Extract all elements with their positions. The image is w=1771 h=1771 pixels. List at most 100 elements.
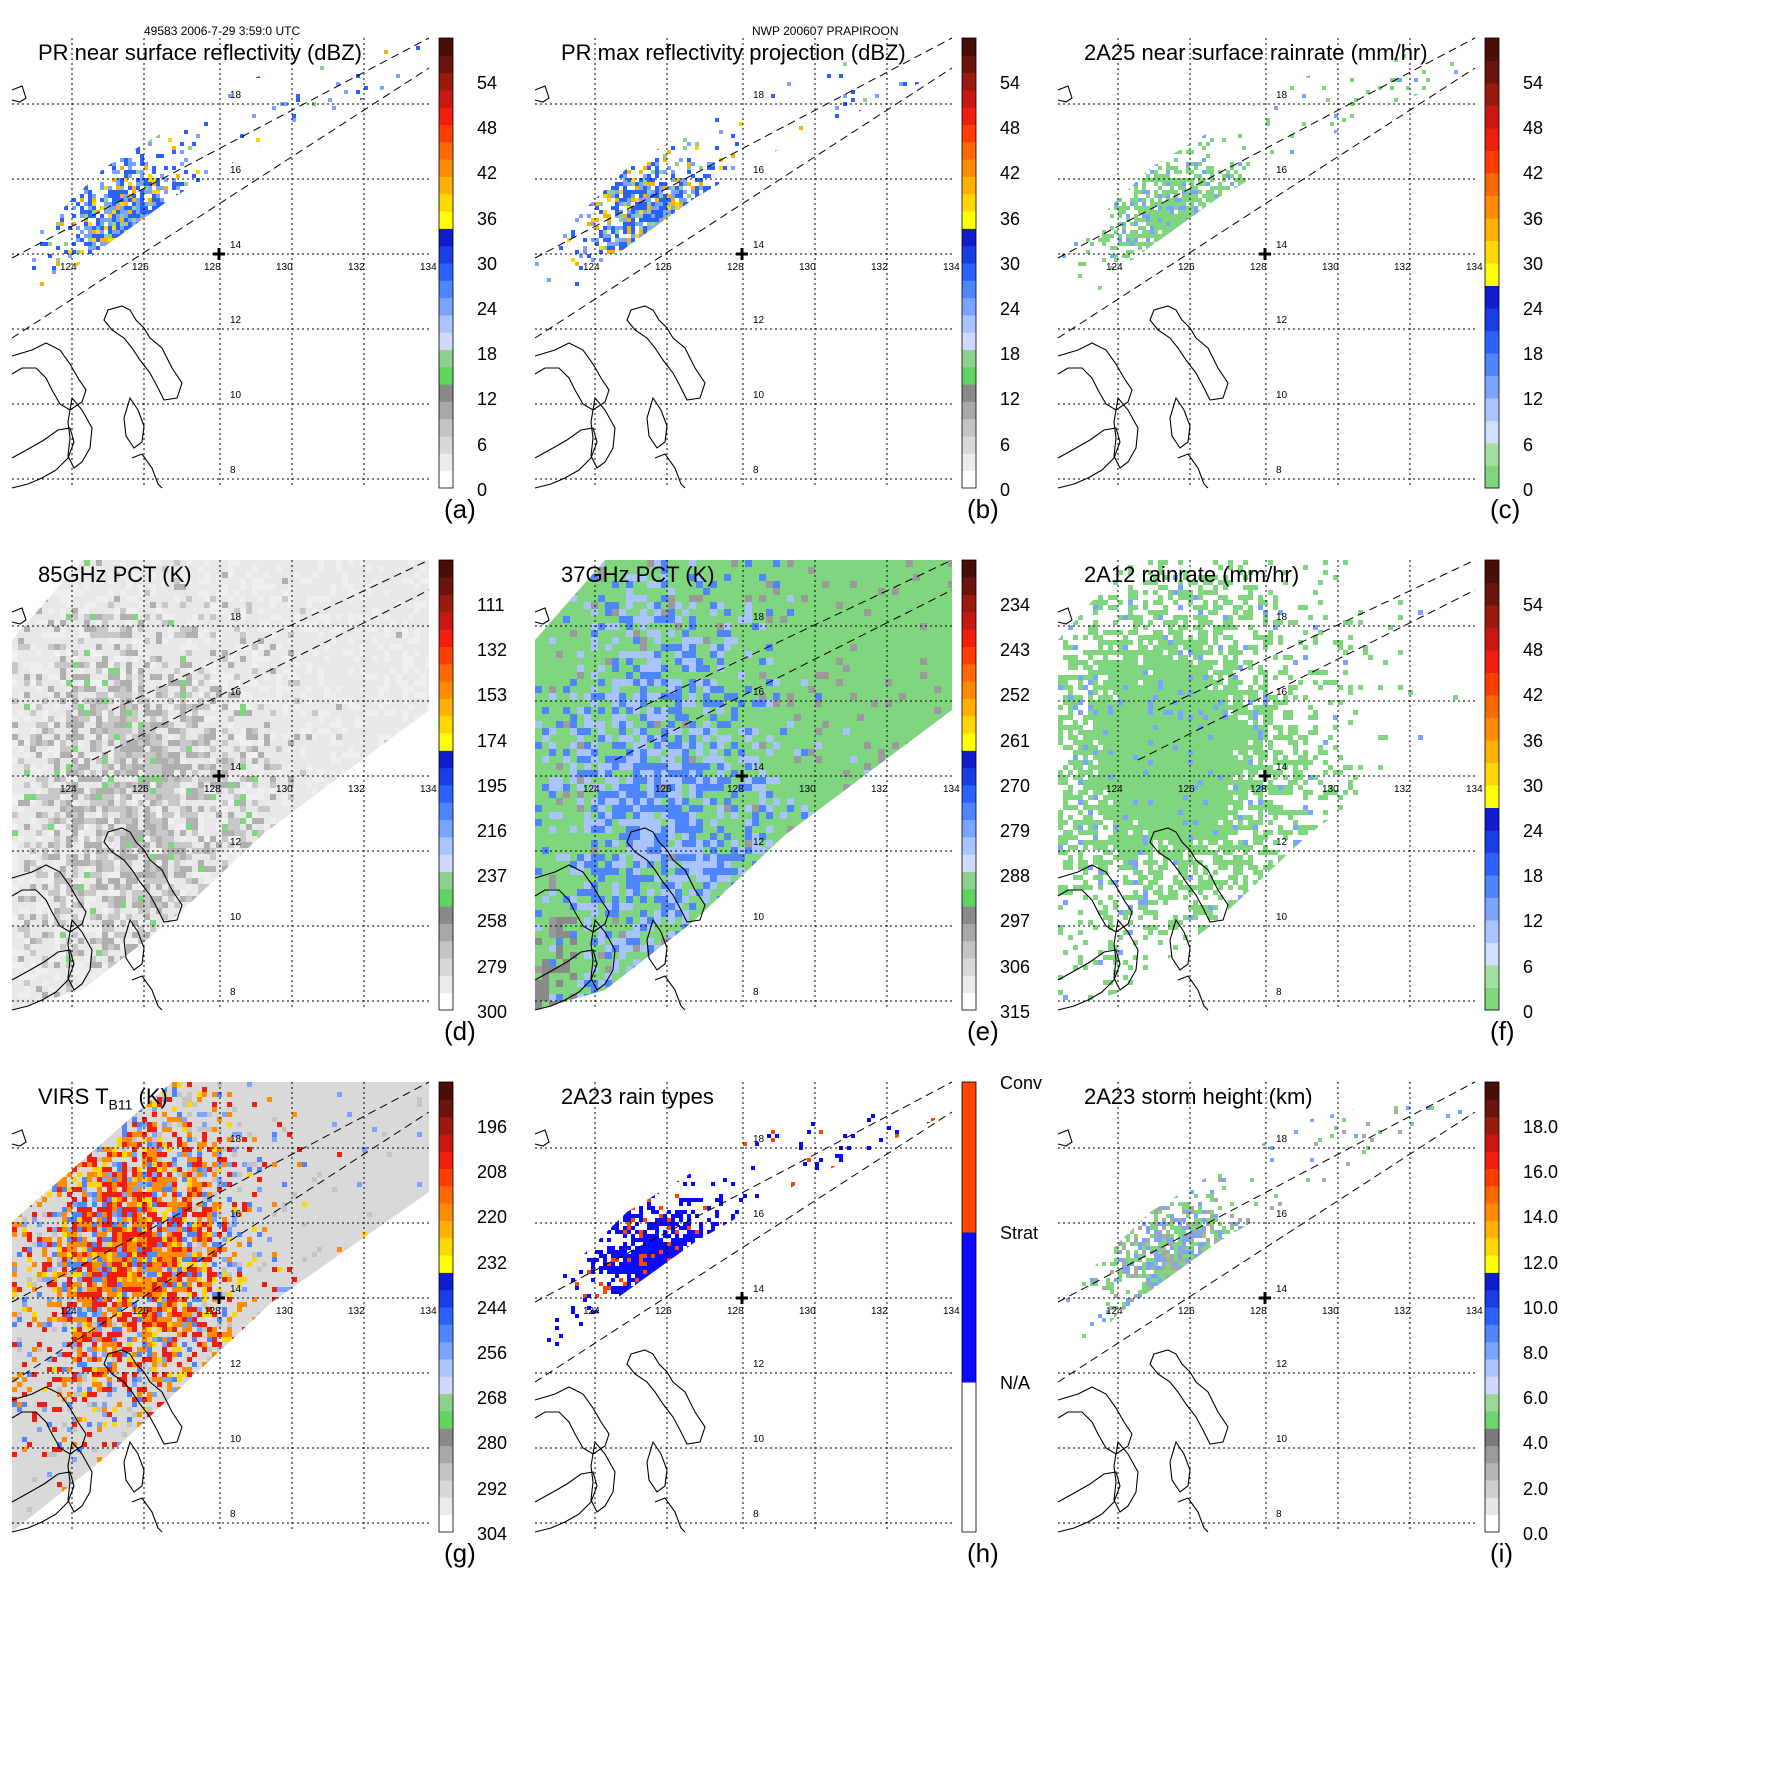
latitude-label: 8 [230,1509,236,1520]
colorbar-tick-label: 36 [477,208,498,229]
coastline [131,453,163,489]
colorbar-tick-label: 24 [1000,299,1021,319]
coastline [654,453,686,489]
longitude-label: 128 [1250,262,1267,273]
coastline [1169,1440,1191,1493]
coastline [590,918,616,991]
panel-letter: (c) [1490,494,1521,524]
coastline [131,975,163,1011]
longitude-label: 134 [1466,1306,1483,1317]
title-text: 85GHz PCT (K) [38,562,192,587]
colorbar-tick-label: 6 [1523,434,1534,455]
coastline [131,1497,163,1533]
orbit-timestamp: 49583 2006-7-29 3:59:0 UTC [144,24,301,38]
longitude-label: 130 [1322,262,1339,273]
coastline [654,975,686,1011]
colorbar-tick-label: 42 [1523,685,1544,706]
longitude-label: 128 [727,784,744,795]
panel-letter: (d) [444,1016,476,1046]
latitude-label: 10 [753,1434,765,1445]
panel-letter: (g) [444,1538,476,1568]
latitude-label: 12 [230,315,242,326]
colorbar-tick-label: 256 [477,1343,508,1363]
latitude-label: 8 [230,465,236,476]
colorbar-tick-label: 232 [477,1252,508,1273]
panel-letter: (i) [1490,1538,1514,1568]
coastline [123,918,145,971]
coastline [1057,949,1121,1011]
panel-letter: (h) [967,1538,999,1568]
longitude-label: 130 [276,262,293,273]
map-panel-i: 2A23 storm height (km) (i) 18.0 16.0 14.0 12.… [1057,1081,1623,1607]
colorbar-tick-label: 292 [477,1478,508,1499]
latitude-label: 10 [1276,390,1288,401]
latitude-label: 14 [753,1284,765,1295]
map-panel-a: PR near surface reflectivity (dBZ) (a) 54 4… [11,37,577,563]
longitude-label: 124 [1106,1306,1123,1317]
coastline [123,1440,145,1493]
panel-title: 37GHz PCT (K) [561,562,715,588]
longitude-label: 124 [60,1306,77,1317]
coastline [1057,427,1121,489]
colorbar-tick-label: 252 [1000,685,1031,706]
longitude-label: 124 [60,262,77,273]
colorbar-tick-label: 288 [1000,866,1031,887]
coastline [11,85,27,103]
storm-center-marker [213,248,225,260]
latitude-label: 18 [753,612,765,623]
coastline [67,918,93,991]
data-field [1058,38,1475,334]
colorbar-tick-label: 297 [1000,911,1031,932]
swath-edge [1057,1111,1476,1383]
colorbar-tick-label: 174 [477,730,508,751]
colorbar-tick-label: 30 [1523,253,1544,274]
swath-edge [111,559,430,711]
latitude-label: 14 [230,762,242,773]
colorbar-tick-label: 12 [1523,389,1544,410]
colorbar-tick-label: 2.0 [1523,1478,1549,1499]
longitude-label: 130 [276,784,293,795]
swath-edge [11,1111,430,1383]
coastline [11,1471,75,1533]
coastline [534,342,610,411]
longitude-label: 128 [204,1306,221,1317]
map-canvas [534,37,977,489]
coastline [646,396,668,449]
colorbar-tick-label: Conv [1000,1073,1043,1093]
latitude-label: 16 [753,165,765,176]
map-panel-c: 2A25 near surface rainrate (mm/hr) (c) 54 4… [1057,37,1623,563]
colorbar-tick-label: 18 [1523,344,1544,365]
coastline [534,1386,610,1455]
swath-edge [534,37,953,259]
coastline [1149,305,1229,401]
swath-edge [11,67,430,339]
swath-edge [1157,559,1476,711]
latitude-label: 14 [1276,240,1288,251]
coastline [534,864,610,933]
longitude-label: 124 [60,784,77,795]
coastline [67,396,93,469]
longitude-label: 132 [348,1306,365,1317]
latitude-label: 8 [753,465,759,476]
coastline [67,1440,93,1513]
colorbar-tick-label: 306 [1000,956,1031,977]
latitude-label: 10 [1276,912,1288,923]
longitude-label: 134 [420,784,437,795]
colorbar-tick-label: 0 [1000,479,1011,500]
swath-edge [534,67,953,339]
map-panel-h: 2A23 rain types (h) Conv Strat N/A 124 126 128 1… [534,1074,1100,1607]
colorbar-tick-label: 6 [1000,434,1011,455]
storm-center-marker [213,770,225,782]
colorbar-tick-label: 24 [477,299,498,319]
colorbar-tick-label: 153 [477,685,508,706]
panel-letter: (f) [1490,1016,1515,1046]
latitude-label: 18 [1276,1134,1288,1145]
colorbar-tick-label: 279 [1000,821,1031,841]
colorbar [1484,37,1500,489]
coastline [1057,864,1133,933]
longitude-label: 126 [1178,262,1195,273]
colorbar-tick-label: 36 [1523,208,1544,229]
latitude-label: 14 [753,762,765,773]
coastline [1169,396,1191,449]
title-text: PR max reflectivity projection (dBZ) [561,40,906,65]
